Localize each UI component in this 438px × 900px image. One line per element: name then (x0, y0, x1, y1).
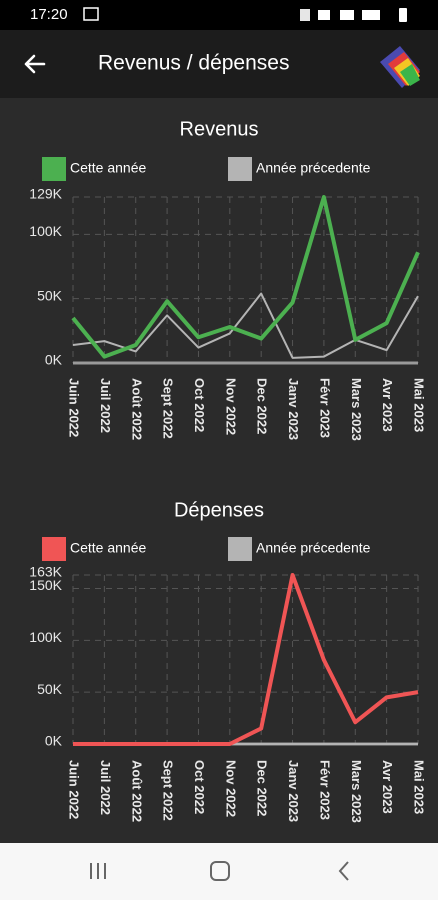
x-tick-label: Janv 2023 (286, 760, 301, 822)
app-title: Revenus / dépenses (98, 52, 289, 75)
x-tick-label: Févr 2023 (317, 378, 332, 438)
legend-swatch (42, 157, 66, 181)
y-tick-label: 100K (29, 629, 62, 645)
legend-label: Année précedente (256, 160, 371, 176)
series-line (73, 573, 419, 746)
x-tick-label: Janv 2023 (286, 378, 301, 440)
legend-swatch (228, 157, 252, 181)
x-tick-label: Oct 2022 (192, 378, 207, 432)
x-tick-label: Mars 2023 (349, 378, 364, 441)
app-bar (0, 30, 438, 98)
legend-swatch (228, 537, 252, 561)
legend-label: Année précedente (256, 540, 371, 556)
x-tick-label: Août 2022 (129, 378, 144, 440)
nav-bar (0, 843, 438, 900)
x-tick-label: Oct 2022 (192, 760, 207, 814)
nav-home[interactable] (210, 861, 230, 881)
x-tick-label: Mai 2023 (412, 760, 427, 814)
x-tick-label: Juil 2022 (98, 760, 113, 815)
y-tick-label: 50K (37, 681, 63, 697)
series-line (71, 195, 420, 359)
x-tick-label: Juin 2022 (67, 760, 82, 819)
y-tick-label: 150K (29, 577, 62, 593)
nav-recent[interactable] (90, 863, 106, 879)
x-tick-label: Dec 2022 (255, 378, 270, 434)
status-time: 17:20 (30, 6, 68, 23)
y-tick-label: 50K (37, 287, 63, 303)
nav-back[interactable] (338, 861, 349, 881)
nav-buttons (90, 861, 349, 881)
y-tick-label: 0K (45, 352, 63, 368)
status-icon (83, 7, 99, 21)
x-tick-label: Août 2022 (129, 760, 144, 822)
x-tick-label: Nov 2022 (223, 378, 238, 435)
y-tick-label: 163K (29, 564, 62, 580)
x-tick-label: Sept 2022 (161, 378, 176, 439)
x-tick-label: Mai 2023 (412, 378, 427, 432)
x-tick-label: Juil 2022 (98, 378, 113, 433)
app-logo (380, 46, 420, 88)
series-line (72, 292, 419, 359)
x-tick-label: Mars 2023 (349, 760, 364, 823)
legend-label: Cette année (70, 540, 146, 556)
legend-label: Cette année (70, 160, 146, 176)
x-tick-label: Févr 2023 (317, 760, 332, 820)
x-tick-label: Juin 2022 (67, 378, 82, 437)
y-tick-label: 100K (29, 223, 62, 239)
y-tick-label: 129K (29, 186, 62, 202)
legend-swatch (42, 537, 66, 561)
y-tick-label: 0K (45, 733, 63, 749)
x-tick-label: Dec 2022 (255, 760, 270, 816)
charts: Revenus Cette année Année précedente 0K 50K 1… (29, 118, 426, 823)
chart-title: Dépenses (174, 499, 264, 521)
x-tick-label: Sept 2022 (161, 760, 176, 821)
chart-title: Revenus (180, 118, 259, 140)
x-tick-label: Avr 2023 (380, 378, 395, 432)
x-tick-label: Avr 2023 (380, 760, 395, 814)
back-button[interactable] (24, 54, 46, 74)
x-tick-label: Nov 2022 (223, 760, 238, 817)
status-icons (300, 8, 407, 22)
